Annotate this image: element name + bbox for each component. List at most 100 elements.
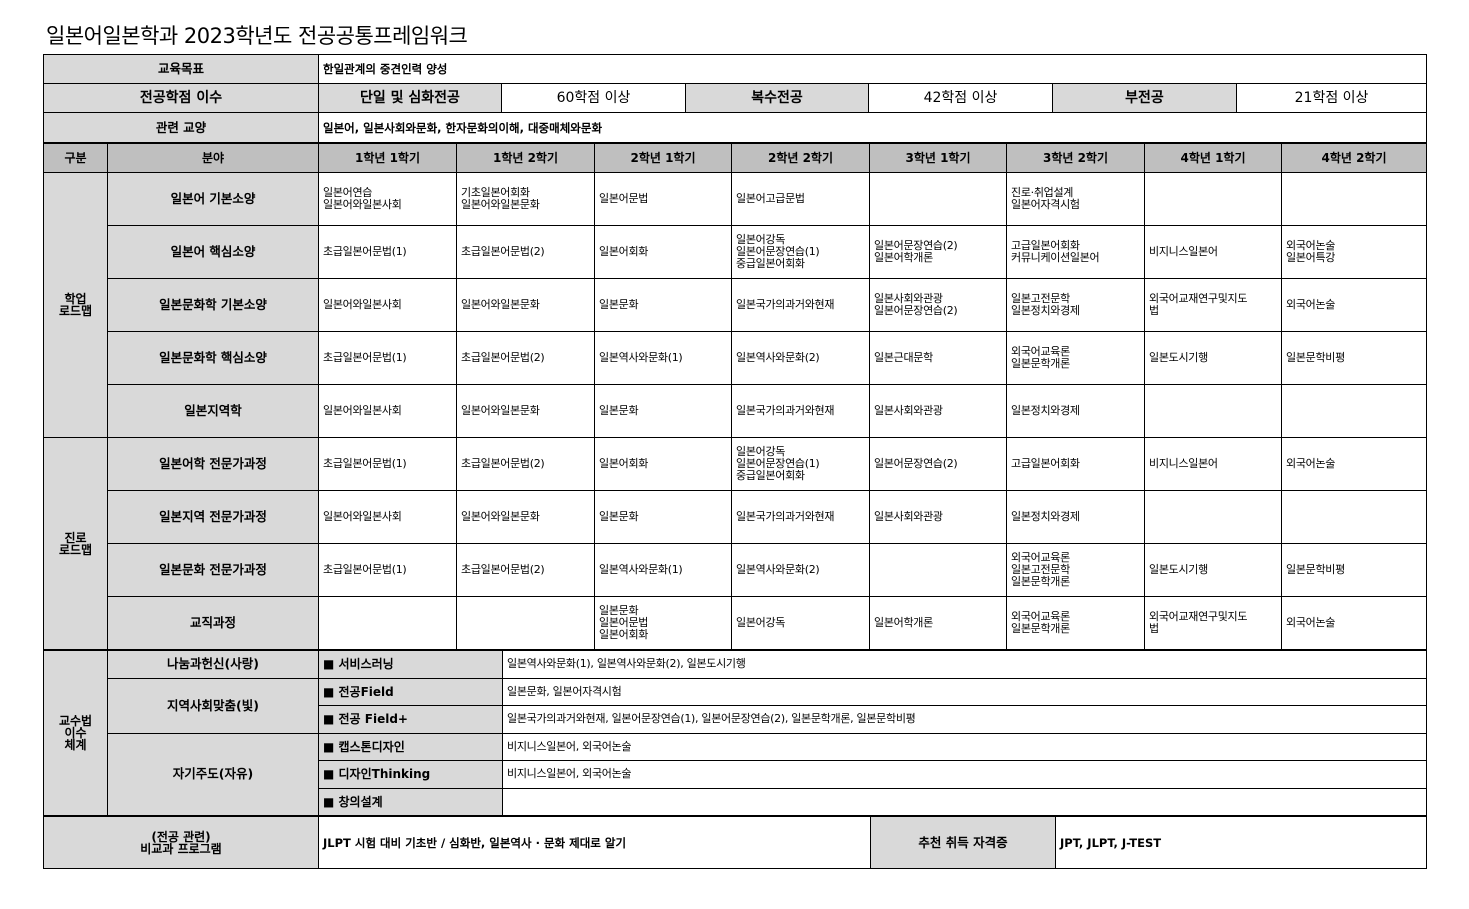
header-cell: 3학년 1학기	[869, 143, 1007, 173]
course-cell: 일본고전문학 일본정치와경제	[1006, 278, 1145, 332]
table-row: 일본지역학 일본어와일본사회 일본어와일본문화 일본문화 일본국가의과거와현재 일본사회와…	[44, 384, 1427, 438]
header-cell: 4학년 1학기	[1144, 143, 1282, 173]
course-cell: 일본문화	[594, 278, 732, 332]
course-cell: 진로·취업설계 일본어자격시험	[1006, 172, 1145, 226]
table-row: 일본지역 전문가과정 일본어와일본사회 일본어와일본문화 일본문화 일본국가의과거와현재…	[44, 490, 1427, 544]
course-cell: 일본어와일본문화	[456, 384, 595, 438]
course-cell: 일본어강독	[731, 596, 870, 650]
table-row: ■ 창의설계	[44, 787, 1427, 816]
field-label: 일본문화 전문가과정	[107, 543, 319, 597]
method-label: ■ 전공 Field+	[318, 705, 503, 734]
course-cell: 일본어학개론	[869, 596, 1007, 650]
course-cell: 고급일본어회화 커뮤니케이션일본어	[1006, 225, 1145, 279]
table-row: ■ 디자인Thinking 비지니스일본어, 외국어논술	[44, 760, 1427, 789]
section-label: 진로 로드맵	[43, 437, 108, 650]
course-cell: 비지니스일본어	[1144, 437, 1282, 491]
method-label: ■ 전공Field	[318, 677, 503, 706]
table-row: 일본어 핵심소양 초급일본어문법(1) 초급일본어문법(2) 일본어회화 일본어강독 일…	[44, 225, 1427, 279]
course-cell: 외국어논술	[1281, 278, 1427, 332]
course-cell: 초급일본어문법(1)	[318, 543, 457, 597]
summary-table: 교육목표 한일관계의 중견인력 양성 전공학점 이수 단일 및 심화전공 60학…	[43, 54, 1428, 143]
extra-table: (전공 관련) 비교과 프로그램 JLPT 시험 대비 기초반 / 심화반, 일…	[43, 816, 1427, 869]
course-cell: 외국어논술	[1281, 437, 1427, 491]
method-label: ■ 창의설계	[318, 787, 503, 816]
header-cell: 3학년 2학기	[1006, 143, 1145, 173]
method-courses: 일본국가의과거와현재, 일본어문장연습(1), 일본어문장연습(2), 일본문학…	[502, 705, 1427, 734]
course-cell	[1144, 172, 1282, 226]
liberal-label: 관련 교양	[43, 112, 319, 143]
course-cell: 일본어회화	[594, 225, 732, 279]
section-label: 학업 로드맵	[43, 172, 108, 438]
table-row: 교수법 이수 체계 나눔과헌신(사랑) ■ 서비스러닝 일본역사와문화(1), 일본역…	[43, 650, 1427, 816]
course-cell: 외국어교육론 일본고전문학 일본문학개론	[1006, 543, 1145, 597]
course-cell: 일본국가의과거와현재	[731, 278, 870, 332]
course-cell: 일본역사와문화(2)	[731, 543, 870, 597]
course-cell: 기초일본어회화 일본어와일본문화	[456, 172, 595, 226]
course-cell: 일본도시기행	[1144, 543, 1282, 597]
course-cell: 일본어문장연습(2) 일본어학개론	[869, 225, 1007, 279]
course-cell: 일본문화	[594, 490, 732, 544]
framework-table: 교육목표 한일관계의 중견인력 양성 전공학점 이수 단일 및 심화전공 60학…	[43, 54, 1428, 869]
table-row: ■ 전공 Field+ 일본국가의과거와현재, 일본어문장연습(1), 일본어문장…	[44, 705, 1427, 734]
course-cell: 일본역사와문화(2)	[731, 331, 870, 385]
field-label: 일본어 핵심소양	[107, 225, 319, 279]
course-cell: 외국어논술	[1281, 596, 1427, 650]
course-cell: 일본사회와관광 일본어문장연습(2)	[869, 278, 1007, 332]
table-row: 학업 로드맵 일본어 기본소양 일본어연습 일본어와일본사회 기초일본어회화 일본어와…	[43, 172, 1427, 438]
course-cell: 일본어문법	[594, 172, 732, 226]
course-cell	[1281, 384, 1427, 438]
field-label: 일본문화학 핵심소양	[107, 331, 319, 385]
extra-value: JLPT 시험 대비 기초반 / 심화반, 일본역사 · 문화 제대로 알기	[318, 816, 871, 869]
goal-value: 한일관계의 중견인력 양성	[317, 54, 1428, 84]
table-row: 자기주도(자유) ■ 캡스톤디자인 비지니스일본어, 외국어논술	[44, 732, 1427, 816]
header-cell: 2학년 1학기	[594, 143, 732, 173]
table-row: 일본문화학 기본소양 일본어와일본사회 일본어와일본문화 일본문화 일본국가의과거와현재…	[44, 278, 1427, 332]
course-cell: 외국어교육론 일본문학개론	[1006, 596, 1145, 650]
course-cell: 일본근대문학	[869, 331, 1007, 385]
course-cell: 일본문학비평	[1281, 331, 1427, 385]
course-cell: 일본역사와문화(1)	[594, 331, 732, 385]
course-cell: 일본어와일본문화	[456, 490, 595, 544]
extra-label: (전공 관련) 비교과 프로그램	[43, 816, 319, 869]
teaching-table: 교수법 이수 체계 나눔과헌신(사랑) ■ 서비스러닝 일본역사와문화(1), 일본역…	[43, 650, 1427, 816]
section-label: 교수법 이수 체계	[43, 650, 108, 816]
course-cell: 초급일본어문법(2)	[456, 437, 595, 491]
course-cell	[869, 172, 1007, 226]
cert-value: JPT, JLPT, J-TEST	[1055, 816, 1427, 869]
cert-label: 추천 취득 자격증	[870, 816, 1056, 869]
course-cell: 일본어문장연습(2)	[869, 437, 1007, 491]
table-row: 교직과정 일본문화 일본어문법 일본어회화 일본어강독 일본어학개론 외국어교육론 일본…	[44, 596, 1427, 650]
course-cell: 초급일본어문법(2)	[456, 543, 595, 597]
course-cell: 초급일본어문법(1)	[318, 225, 457, 279]
credit-value: 42학점 이상	[868, 83, 1053, 113]
table-row: 일본문화 전문가과정 초급일본어문법(1) 초급일본어문법(2) 일본역사와문화(1)…	[44, 543, 1427, 597]
header-cell: 2학년 2학기	[731, 143, 870, 173]
course-cell: 초급일본어문법(2)	[456, 331, 595, 385]
course-cell: 일본어와일본사회	[318, 490, 457, 544]
field-label: 일본어 기본소양	[107, 172, 319, 226]
credit-type: 복수전공	[685, 83, 869, 113]
course-cell: 초급일본어문법(2)	[456, 225, 595, 279]
course-cell: 외국어논술 일본어특강	[1281, 225, 1427, 279]
roadmap-table: 구분 분야 1학년 1학기 1학년 2학기 2학년 1학기 2학년 2학기 3학년 1학기 3…	[43, 143, 1427, 650]
method-label: ■ 캡스톤디자인	[318, 732, 503, 761]
course-cell: 일본정치와경제	[1006, 384, 1145, 438]
course-cell: 초급일본어문법(1)	[318, 437, 457, 491]
course-cell: 일본도시기행	[1144, 331, 1282, 385]
course-cell: 외국어교육론 일본문학개론	[1006, 331, 1145, 385]
course-cell: 일본사회와관광	[869, 490, 1007, 544]
credit-type: 단일 및 심화전공	[318, 83, 502, 113]
credit-value: 21학점 이상	[1235, 83, 1428, 113]
course-cell: 일본문화	[594, 384, 732, 438]
course-cell: 일본어와일본사회	[318, 384, 457, 438]
field-label: 일본지역학	[107, 384, 319, 438]
course-cell: 일본어고급문법	[731, 172, 870, 226]
table-row: 진로 로드맵 일본어학 전문가과정 초급일본어문법(1) 초급일본어문법(2) 일본어회…	[43, 437, 1427, 650]
group-label: 자기주도(자유)	[107, 732, 319, 816]
course-cell: 일본어회화	[594, 437, 732, 491]
course-cell: 일본문화 일본어문법 일본어회화	[594, 596, 732, 650]
header-cell: 구분	[43, 143, 108, 173]
liberal-value: 일본어, 일본사회와문화, 한자문화의이해, 대중매체와문화	[317, 112, 1428, 143]
table-row: 일본문화학 핵심소양 초급일본어문법(1) 초급일본어문법(2) 일본역사와문화(1)…	[44, 331, 1427, 385]
course-cell	[1144, 490, 1282, 544]
